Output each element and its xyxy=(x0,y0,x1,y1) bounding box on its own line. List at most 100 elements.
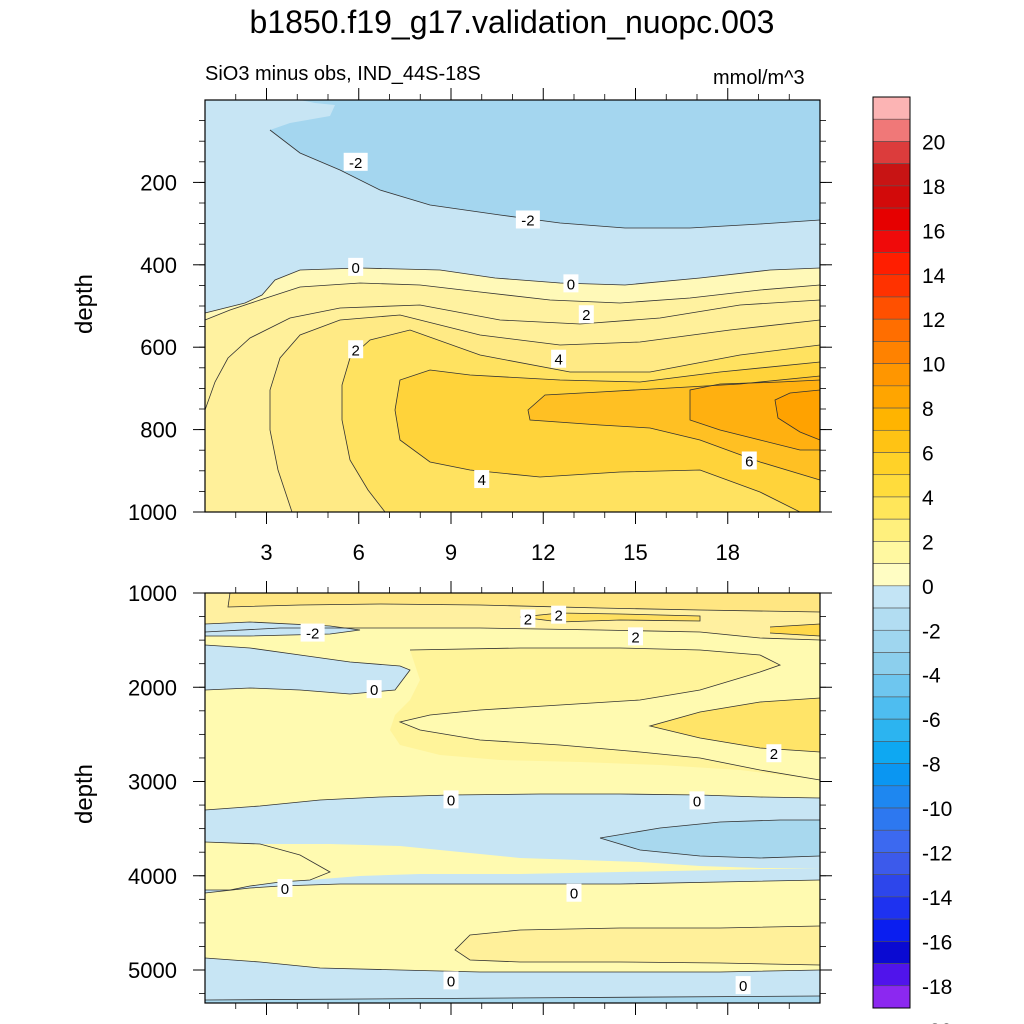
colorbar-label: 2 xyxy=(922,531,934,554)
contour-label-bg xyxy=(515,210,540,229)
colorbar-frame xyxy=(872,96,911,1009)
y-tick-label: 2000 xyxy=(128,675,177,700)
contour-label-text: 0 xyxy=(447,973,455,990)
contour-label-bg xyxy=(628,627,643,646)
near-zero-strip xyxy=(205,268,820,320)
colorbar-swatch xyxy=(872,363,911,387)
contour-label-bg xyxy=(563,274,579,293)
colorbar-swatch xyxy=(872,874,911,898)
warm-intrusion-left xyxy=(205,842,330,890)
positive-lens-core xyxy=(650,698,820,752)
y-tick-label: 600 xyxy=(140,335,177,360)
units-label: mmol/m^3 xyxy=(713,67,805,89)
colorbar-swatch xyxy=(872,829,911,853)
colorbar-swatch xyxy=(872,207,911,231)
colorbar-swatch xyxy=(872,163,911,187)
contour-label-text: 0 xyxy=(567,276,575,293)
contour-label-bg xyxy=(520,609,536,628)
colorbar: 20181614121086420-2-4-6-8-10-12-14-16-18… xyxy=(872,96,953,1024)
contour-label-bg xyxy=(551,605,567,624)
lower-panel xyxy=(204,592,821,1004)
colorbar-swatch xyxy=(872,429,911,453)
upper-warm-band-4 xyxy=(770,624,820,636)
colorbar-label: -12 xyxy=(922,842,952,865)
contour-label-text: -2 xyxy=(306,626,319,643)
upper-panel xyxy=(204,99,821,513)
colorbar-swatch xyxy=(872,674,911,698)
contour-label: 2 xyxy=(578,305,594,324)
contour-label: 2 xyxy=(551,605,567,625)
contour-label: -2 xyxy=(343,152,368,172)
colorbar-label: -20 xyxy=(922,1020,952,1024)
colorbar-swatch xyxy=(872,296,911,320)
contour-label-text: 4 xyxy=(478,472,486,489)
contour-label-bg xyxy=(443,790,459,809)
colorbar-label: -16 xyxy=(922,931,952,954)
colorbar-swatch xyxy=(872,763,911,787)
contour-label-text: 6 xyxy=(745,454,753,471)
contour-label: 2 xyxy=(766,744,782,763)
colorbar-swatch xyxy=(872,274,911,298)
colorbar-label: -4 xyxy=(922,665,941,688)
contour-label: 4 xyxy=(551,349,567,369)
upper-warm-band-2 xyxy=(228,593,820,612)
contour-label-text: -2 xyxy=(349,155,362,172)
colorbar-swatch xyxy=(872,496,911,520)
contour-label-text: 0 xyxy=(693,793,701,810)
x-tick-label: 9 xyxy=(445,540,457,565)
y-tick-label: 1000 xyxy=(128,581,177,606)
contour-label-bg xyxy=(578,305,594,324)
contour-label-text: 0 xyxy=(447,792,455,809)
contour-label-bg xyxy=(689,791,705,810)
colorbar-label: 10 xyxy=(922,354,945,377)
contour-label: 0 xyxy=(689,791,705,810)
contour-label-text: 2 xyxy=(631,629,639,646)
colorbar-label: 20 xyxy=(922,131,945,154)
contour-label: 2 xyxy=(628,627,643,646)
contour-label: 0 xyxy=(277,879,293,898)
colorbar-swatch xyxy=(872,341,911,364)
lower-contour-lines xyxy=(204,592,821,1001)
colorbar-swatch xyxy=(872,607,911,631)
contour-label: -2 xyxy=(515,210,540,229)
contour-label-text: 2 xyxy=(352,342,360,359)
colorbar-label: 16 xyxy=(922,220,945,243)
x-tick-label: 15 xyxy=(623,540,647,565)
contour-label-text: 4 xyxy=(554,352,562,369)
thin-negative-band xyxy=(205,868,820,893)
colorbar-swatch xyxy=(872,141,911,164)
contour-label-bg xyxy=(443,971,459,990)
chart-title: b1850.f19_g17.validation_nuopc.003 xyxy=(249,4,775,40)
colorbar-label: 4 xyxy=(922,487,934,510)
bottom-warm-lens xyxy=(455,926,820,965)
contour-label: 4 xyxy=(474,470,490,489)
y-tick-label: 200 xyxy=(140,170,177,195)
contour-label-text: 2 xyxy=(524,611,532,628)
colorbar-label: -8 xyxy=(922,754,941,777)
contour-label-bg xyxy=(741,451,757,470)
colorbar-label: 18 xyxy=(922,176,945,199)
colorbar-label: 0 xyxy=(922,576,934,599)
contour-label-text: 2 xyxy=(554,608,562,625)
positive-lens xyxy=(390,648,820,780)
contour-label-bg xyxy=(735,976,751,995)
colorbar-label: -14 xyxy=(922,887,953,910)
colorbar-swatch xyxy=(872,474,911,498)
colorbar-swatch xyxy=(872,741,911,764)
contour-label: 0 xyxy=(443,790,459,809)
y-tick-label: 5000 xyxy=(128,958,177,983)
y-tick-label: 400 xyxy=(140,253,177,278)
colorbar-swatch xyxy=(872,941,911,964)
contour-label-text: 0 xyxy=(570,886,578,903)
bottom-negative-core xyxy=(205,996,820,1003)
colorbar-swatch xyxy=(872,629,911,653)
contour-label: 0 xyxy=(563,274,579,293)
colorbar-swatch xyxy=(872,118,911,142)
contour-label: 2 xyxy=(520,609,536,628)
colorbar-swatch xyxy=(872,852,911,875)
contour-label-bg xyxy=(766,744,782,763)
colorbar-label: -10 xyxy=(922,798,952,821)
colorbar-swatch xyxy=(872,652,911,676)
